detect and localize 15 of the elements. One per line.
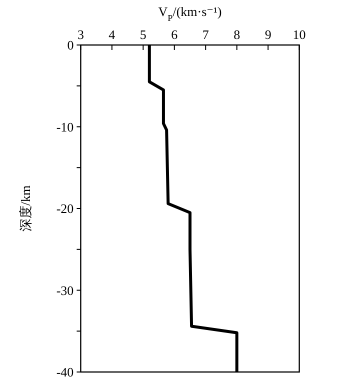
x-tick-label: 10: [292, 27, 306, 42]
x-tick-label: 6: [171, 27, 178, 42]
x-tick-label: 4: [108, 27, 116, 42]
y-axis-title: 深度/km: [18, 185, 33, 232]
y-tick-label: 0: [67, 38, 74, 52]
x-tick-label: 8: [234, 27, 240, 42]
x-axis-title: V$_{P}$/(km·s⁻¹): [158, 4, 222, 23]
y-tick-label: -20: [56, 201, 74, 216]
x-tick-label: 7: [202, 27, 210, 42]
x-tick-label: 5: [140, 27, 146, 42]
y-tick-label: -10: [56, 119, 74, 134]
y-tick-label: -40: [56, 364, 74, 380]
x-tick-label: 9: [264, 27, 272, 42]
x-tick-label: 3: [77, 27, 84, 42]
y-tick-label: -30: [56, 282, 74, 298]
